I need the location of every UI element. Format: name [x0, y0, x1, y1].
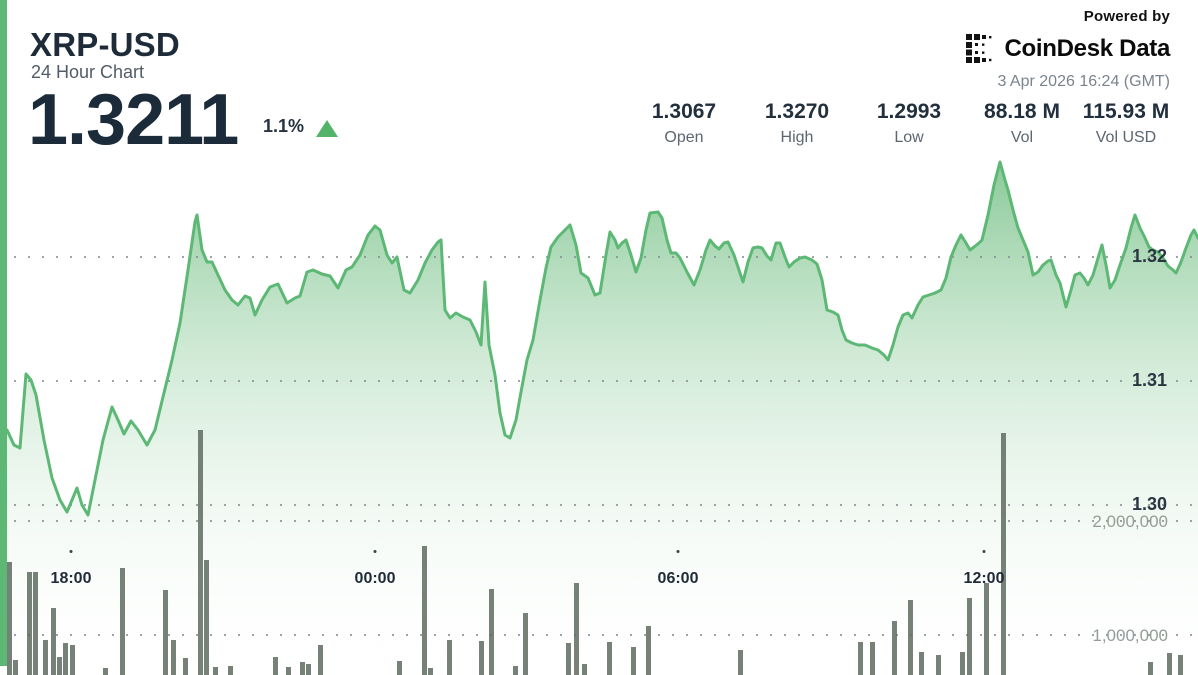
- volume-bar: [103, 668, 108, 675]
- stat-volume-usd: 115.93 M Vol USD: [1083, 100, 1169, 147]
- volume-bar: [7, 562, 12, 675]
- coindesk-brand-name: CoinDesk Data: [1004, 34, 1171, 62]
- volume-bar: [213, 667, 218, 675]
- stat-value: 1.3270: [764, 100, 830, 123]
- powered-by-label: Powered by: [1083, 8, 1170, 25]
- stat-low: 1.2993 Low: [877, 100, 941, 147]
- volume-bar: [273, 657, 278, 675]
- stat-label: Low: [894, 129, 924, 146]
- volume-bar: [489, 589, 494, 675]
- time-tick-dot: [982, 550, 986, 553]
- chart-subtitle: 24 Hour Chart: [31, 62, 145, 82]
- volume-bar: [646, 626, 651, 675]
- volume-bar: [960, 652, 965, 675]
- stat-value: 1.3067: [651, 100, 717, 123]
- coindesk-logo-link[interactable]: CoinDesk Data: [965, 32, 1170, 65]
- accent-bar: [0, 0, 7, 666]
- price-line: [0, 160, 1198, 517]
- volume-bar: [120, 568, 125, 675]
- volume-bar: [198, 430, 203, 675]
- coindesk-logo-icon: [965, 34, 991, 63]
- price-axis-label: 1.32: [1131, 246, 1167, 266]
- volume-bar: [892, 621, 897, 675]
- stat-open: 1.3067 Open: [652, 100, 716, 147]
- time-tick-dot: [69, 550, 73, 553]
- volume-bar: [1178, 655, 1183, 675]
- volume-bar: [204, 560, 209, 675]
- page-title: XRP-USD: [30, 26, 180, 63]
- stat-label: Vol USD: [1095, 129, 1157, 146]
- volume-bar: [479, 641, 484, 675]
- volume-bar: [171, 640, 176, 675]
- volume-bar: [513, 666, 518, 675]
- volume-bar: [607, 642, 612, 675]
- chart-timestamp: 3 Apr 2026 16:24 (GMT): [997, 73, 1170, 90]
- time-tick-dot: [373, 550, 377, 553]
- volume-bar: [566, 643, 571, 675]
- price-axis-label: 1.31: [1131, 370, 1167, 390]
- volume-bar: [447, 640, 452, 675]
- stat-label: Vol: [1010, 129, 1034, 146]
- price-axis-label: 1.30: [1131, 494, 1167, 514]
- volume-bar: [582, 664, 587, 675]
- time-axis-label: 00:00: [354, 570, 396, 587]
- volume-axis-label: 1,000,000: [1092, 626, 1168, 645]
- time-axis-label: 12:00: [963, 570, 1005, 587]
- volume-bar: [631, 647, 636, 675]
- volume-bar: [318, 645, 323, 675]
- volume-bar: [870, 642, 875, 675]
- time-axis-label: 18:00: [50, 570, 92, 587]
- volume-bar: [397, 661, 402, 675]
- volume-bar: [908, 600, 913, 675]
- time-tick-dot: [676, 550, 680, 553]
- price-change-percent: 1.1%: [263, 116, 305, 136]
- stat-value: 1.2993: [876, 100, 942, 123]
- volume-bar: [300, 662, 305, 675]
- volume-bar: [984, 583, 989, 675]
- stat-label: High: [780, 129, 814, 146]
- volume-bar: [51, 608, 56, 675]
- last-price: 1.3211: [28, 80, 239, 160]
- volume-bar: [286, 667, 291, 675]
- volume-bar: [428, 668, 433, 675]
- volume-bar: [63, 643, 68, 675]
- volume-bar: [1148, 662, 1153, 675]
- volume-bar: [936, 655, 941, 675]
- volume-bar: [183, 658, 188, 675]
- stat-high: 1.3270 High: [765, 100, 829, 147]
- branding-block: Powered by CoinDesk Data 3 Apr 2026 16:2…: [965, 8, 1170, 91]
- stat-label: Open: [664, 129, 704, 146]
- volume-bar: [70, 645, 75, 675]
- volume-bar: [163, 590, 168, 675]
- volume-bar: [1001, 433, 1006, 675]
- volume-bar: [228, 666, 233, 675]
- up-arrow-icon: [316, 120, 338, 137]
- volume-bar: [43, 640, 48, 675]
- volume-bar: [27, 572, 32, 675]
- time-axis-label: 06:00: [657, 570, 699, 587]
- volume-bar: [574, 583, 579, 675]
- volume-bar: [1167, 653, 1172, 675]
- volume-bar: [422, 546, 427, 675]
- volume-bar: [523, 613, 528, 675]
- volume-bar: [858, 642, 863, 675]
- volume-bar: [738, 650, 743, 675]
- volume-bar: [13, 660, 18, 675]
- volume-bar: [306, 664, 311, 675]
- price-area-fill: [0, 162, 1198, 675]
- volume-bar: [967, 598, 972, 675]
- volume-axis-label: 2,000,000: [1092, 512, 1168, 531]
- volume-bar: [57, 657, 62, 675]
- stat-value: 115.93 M: [1082, 100, 1170, 123]
- volume-bar: [919, 652, 924, 675]
- stat-volume: 88.18 M Vol: [984, 100, 1060, 147]
- volume-bar: [33, 572, 38, 675]
- stat-value: 88.18 M: [984, 100, 1060, 123]
